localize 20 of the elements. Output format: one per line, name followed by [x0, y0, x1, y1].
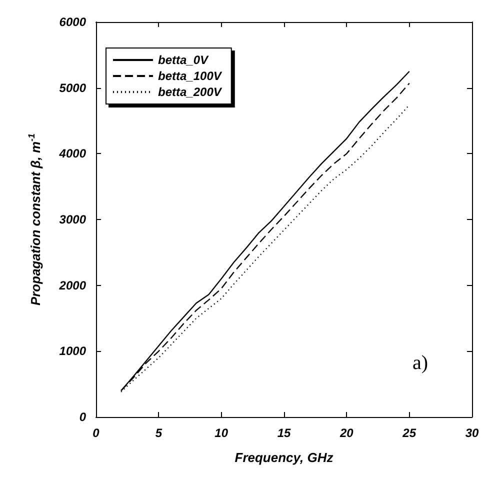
legend-label: betta_200V [158, 85, 222, 99]
y-tick-label: 3000 [59, 212, 86, 226]
y-tick-label: 1000 [59, 344, 86, 358]
x-tick-label: 5 [155, 426, 162, 440]
y-tick-label: 0 [79, 410, 86, 424]
legend-label: betta_100V [158, 69, 222, 83]
x-axis-title: Frequency, GHz [234, 450, 334, 465]
y-tick-label: 2000 [58, 278, 86, 292]
x-tick-label: 30 [465, 426, 479, 440]
y-tick-label: 4000 [58, 146, 86, 161]
x-tick-label: 15 [277, 426, 291, 440]
x-tick-label: 10 [214, 426, 228, 440]
y-tick-label: 6000 [59, 15, 86, 29]
legend-label: betta_0V [158, 53, 210, 67]
x-tick-label: 20 [338, 426, 354, 440]
x-tick-label: 25 [402, 426, 416, 440]
y-tick-label: 5000 [59, 80, 86, 95]
x-tick-label: 0 [92, 426, 100, 440]
annotation: a) [412, 352, 428, 374]
y-axis-title: Propagation constant β, m-1 [26, 133, 43, 306]
